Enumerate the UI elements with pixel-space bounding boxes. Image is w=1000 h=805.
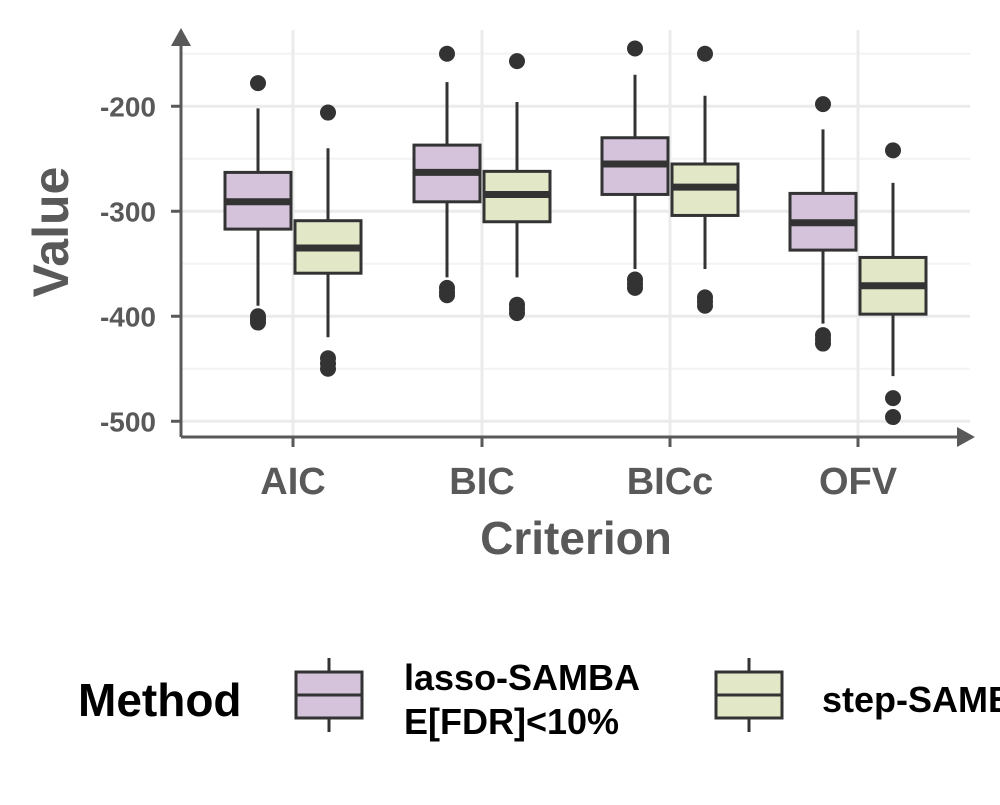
x-tick-label: OFV <box>819 461 898 503</box>
box-outlier-point <box>320 104 336 121</box>
label-layer: Value Criterion <box>23 167 672 564</box>
y-axis-title: Value <box>23 167 79 298</box>
box-outlier-point <box>250 314 266 331</box>
x-tick-label: BICc <box>627 461 714 503</box>
y-axis-arrowhead <box>171 28 191 46</box>
box-outlier-point <box>885 409 901 426</box>
box-outlier-point <box>697 45 713 62</box>
y-tick-label: -500 <box>100 406 156 437</box>
x-axis-arrowhead <box>957 427 975 447</box>
box-outlier-point <box>885 390 901 407</box>
y-tick-label: -400 <box>100 301 156 332</box>
box-outlier-point <box>439 45 455 62</box>
box-outlier-point <box>250 75 266 92</box>
box-outlier-point <box>320 360 336 377</box>
legend-title: Method <box>78 674 242 726</box>
legend-label-lasso-samba: lasso-SAMBA E[FDR]<10% <box>404 657 640 742</box>
box-outlier-point <box>815 96 831 113</box>
box-outlier-point <box>885 142 901 159</box>
axis-layer: -200 -300 -400 -500 AIC BIC BICc OFV <box>100 28 975 503</box>
box-outlier-point <box>697 297 713 314</box>
box-outlier-point <box>509 305 525 322</box>
box-outlier-point <box>815 335 831 352</box>
box-outlier-point <box>627 279 643 296</box>
box-layer <box>223 40 928 426</box>
box-outlier-point <box>509 53 525 70</box>
x-tick-label: BIC <box>449 461 514 503</box>
x-axis-title: Criterion <box>480 512 672 564</box>
grid-layer <box>181 30 970 437</box>
y-tick-label: -200 <box>100 91 156 122</box>
legend-label-step-samba: step-SAMBA <box>822 679 1000 720</box>
x-tick-label: AIC <box>260 461 325 503</box>
box-outlier-point <box>439 287 455 304</box>
box-outlier-point <box>627 40 643 57</box>
y-tick-label: -300 <box>100 196 156 227</box>
